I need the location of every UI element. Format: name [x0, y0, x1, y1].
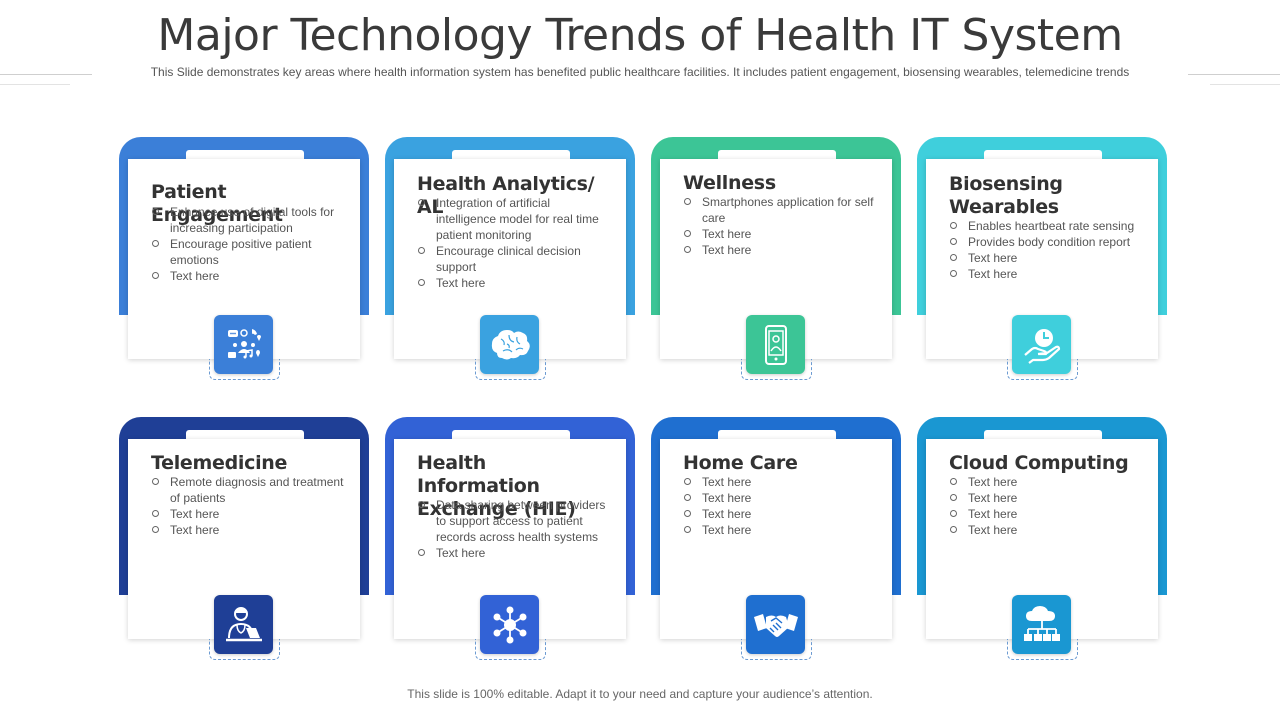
list-item: Text here [417, 545, 612, 561]
card-list: Enhance use of digital tools for increas… [151, 204, 346, 284]
title-rule-right-lower [1210, 84, 1280, 85]
card-cloud-computing: Cloud Computing Text here Text here Text… [917, 417, 1167, 667]
card-title: Home Care [683, 452, 798, 474]
card-title: Cloud Computing [949, 452, 1129, 474]
title-rule-left-lower [0, 84, 70, 85]
card-wellness: Wellness Smartphones application for sel… [651, 137, 901, 387]
list-item: Integration of artificial intelligence m… [417, 195, 612, 243]
title-rule-left [0, 74, 92, 75]
card-list: Integration of artificial intelligence m… [417, 195, 612, 291]
card-list: Smartphones application for self care Te… [683, 194, 878, 258]
doctor-laptop-icon [214, 595, 273, 654]
cloud-network-icon [1012, 595, 1071, 654]
list-item: Encourage positive patient emotions [151, 236, 346, 268]
card-list: Enables heartbeat rate sensing Provides … [949, 218, 1144, 282]
card-title: Biosensing Wearables [949, 173, 1063, 218]
card-list: Text here Text here Text here Text here [683, 474, 878, 538]
list-item: Text here [151, 506, 346, 522]
list-item: Text here [683, 490, 878, 506]
list-item: Remote diagnosis and treatment of patien… [151, 474, 346, 506]
card-title: Telemedicine [151, 452, 288, 474]
card-biosensing-wearables: Biosensing Wearables Enables heartbeat r… [917, 137, 1167, 387]
list-item: Text here [683, 242, 878, 258]
card-title: Patient Engagement [151, 181, 283, 226]
list-item: Data sharing between providers to suppor… [417, 497, 612, 545]
card-title: Health Analytics/ AL [417, 173, 595, 218]
title-rule-right [1188, 74, 1280, 75]
slide-subtitle: This Slide demonstrates key areas where … [150, 65, 1130, 79]
list-item: Encourage clinical decision support [417, 243, 612, 275]
slide-footer: This slide is 100% editable. Adapt it to… [407, 687, 873, 701]
card-list: Text here Text here Text here Text here [949, 474, 1144, 538]
smartphone-icon [746, 315, 805, 374]
card-telemedicine: Telemedicine Remote diagnosis and treatm… [119, 417, 369, 667]
list-item: Text here [683, 506, 878, 522]
list-item: Text here [949, 474, 1144, 490]
card-home-care: Home Care Text here Text here Text here … [651, 417, 901, 667]
list-item: Text here [949, 490, 1144, 506]
list-item: Text here [683, 522, 878, 538]
card-health-information-exchange: Health Information Exchange (HIE) Data s… [385, 417, 635, 667]
handshake-icon [746, 595, 805, 654]
hand-clock-icon [1012, 315, 1071, 374]
card-list: Remote diagnosis and treatment of patien… [151, 474, 346, 538]
list-item: Text here [949, 266, 1144, 282]
list-item: Enhance use of digital tools for increas… [151, 204, 346, 236]
list-item: Text here [683, 474, 878, 490]
list-item: Text here [949, 250, 1144, 266]
brain-icon [480, 315, 539, 374]
list-item: Enables heartbeat rate sensing [949, 218, 1144, 234]
list-item: Smartphones application for self care [683, 194, 878, 226]
network-icon [480, 595, 539, 654]
list-item: Provides body condition report [949, 234, 1144, 250]
card-list: Data sharing between providers to suppor… [417, 497, 612, 561]
list-item: Text here [683, 226, 878, 242]
card-health-analytics: Health Analytics/ AL Integration of arti… [385, 137, 635, 387]
list-item: Text here [151, 268, 346, 284]
list-item: Text here [417, 275, 612, 291]
list-item: Text here [949, 506, 1144, 522]
social-media-icon [214, 315, 273, 374]
list-item: Text here [151, 522, 346, 538]
card-title: Wellness [683, 172, 776, 194]
card-patient-engagement: Patient Engagement Enhance use of digita… [119, 137, 369, 387]
card-title: Health Information Exchange (HIE) [417, 452, 576, 520]
slide-title: Major Technology Trends of Health IT Sys… [157, 10, 1123, 61]
list-item: Text here [949, 522, 1144, 538]
